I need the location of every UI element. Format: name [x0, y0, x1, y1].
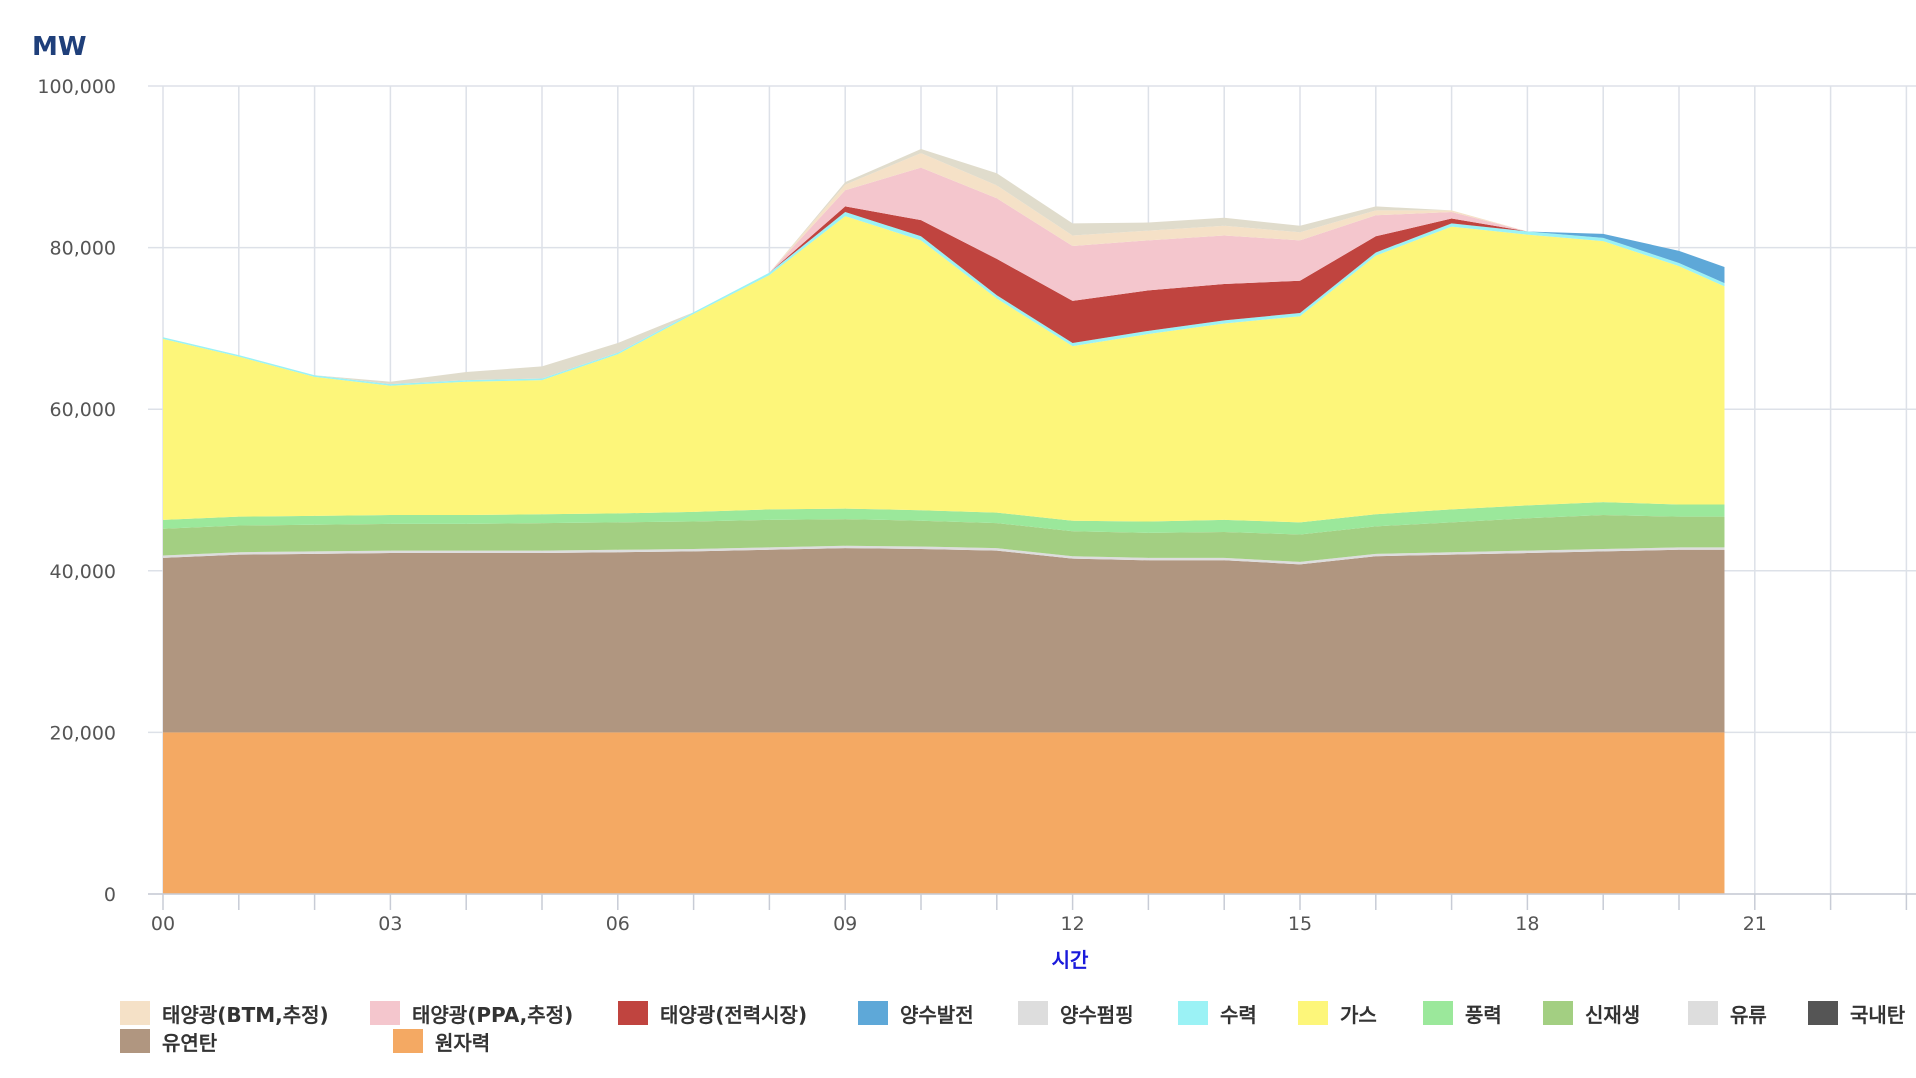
area-series [163, 216, 1725, 523]
legend-label: 유연탄 [162, 1031, 218, 1055]
x-tick-label: 21 [1743, 913, 1767, 935]
legend-swatch [370, 1001, 400, 1025]
legend-swatch [120, 1029, 150, 1053]
legend-label: 풍력 [1465, 1003, 1502, 1027]
legend-swatch [1298, 1001, 1328, 1025]
x-tick-label: 15 [1288, 913, 1312, 935]
area-series [163, 548, 1725, 733]
legend: 태양광(BTM,추정) 태양광(PPA,추정) 태양광(전력시장) 양수발전 양수펌핑 수… [120, 1001, 1906, 1055]
legend-item[interactable]: 가스 [1298, 1001, 1377, 1027]
legend-swatch [120, 1001, 150, 1025]
x-tick-label: 18 [1515, 913, 1539, 935]
legend-item[interactable]: 수력 [1178, 1001, 1257, 1027]
y-tick-label: 0 [104, 884, 116, 906]
y-tick-label: 20,000 [50, 722, 116, 744]
legend-item[interactable]: 양수펌핑 [1018, 1001, 1134, 1027]
legend-item[interactable]: 태양광(전력시장) [618, 1001, 807, 1027]
legend-label: 양수펌핑 [1060, 1003, 1134, 1027]
legend-label: 국내탄 [1850, 1003, 1906, 1027]
legend-swatch [1018, 1001, 1048, 1025]
area-series [163, 502, 1725, 535]
legend-label: 유류 [1730, 1003, 1767, 1027]
y-tick-label: 60,000 [50, 399, 116, 421]
legend-item[interactable]: 풍력 [1423, 1001, 1502, 1027]
area-series [163, 545, 1725, 565]
legend-item[interactable]: 국내탄 [1808, 1001, 1906, 1027]
legend-swatch [858, 1001, 888, 1025]
y-unit-label: MW [32, 32, 87, 62]
legend-item[interactable]: 양수발전 [858, 1001, 974, 1027]
legend-item[interactable]: 유연탄 [120, 1029, 218, 1055]
x-tick-label: 03 [378, 913, 402, 935]
area-series [163, 206, 1725, 385]
area-series [163, 167, 1725, 385]
legend-swatch [393, 1029, 423, 1053]
x-tick-label: 09 [833, 913, 857, 935]
legend-item[interactable]: 태양광(PPA,추정) [370, 1001, 573, 1027]
legend-swatch [618, 1001, 648, 1025]
legend-label: 수력 [1220, 1003, 1257, 1027]
legend-label: 태양광(BTM,추정) [162, 1003, 329, 1027]
legend-swatch [1543, 1001, 1573, 1025]
legend-label: 태양광(전력시장) [660, 1003, 807, 1027]
legend-item[interactable]: 태양광(BTM,추정) [120, 1001, 329, 1027]
legend-swatch [1808, 1001, 1838, 1025]
legend-label: 양수발전 [900, 1003, 974, 1027]
axes: 0 20,000 40,000 60,000 80,000 100,000 00 03 06 09… [37, 76, 1916, 935]
legend-swatch [1423, 1001, 1453, 1025]
legend-label: 신재생 [1585, 1003, 1640, 1027]
legend-label: 태양광(PPA,추정) [412, 1003, 573, 1027]
legend-label: 원자력 [435, 1031, 490, 1055]
legend-swatch [1688, 1001, 1718, 1025]
stacked-areas [163, 149, 1725, 894]
x-tick-label: 00 [151, 913, 175, 935]
legend-swatch [1178, 1001, 1208, 1025]
legend-item[interactable]: 유류 [1688, 1001, 1767, 1027]
x-axis-label: 시간 [1052, 948, 1089, 972]
y-tick-label: 80,000 [50, 238, 116, 260]
area-series [163, 515, 1725, 562]
legend-item[interactable]: 원자력 [393, 1029, 490, 1055]
area-series [163, 732, 1725, 894]
y-tick-label: 40,000 [50, 561, 116, 583]
x-tick-label: 12 [1061, 913, 1085, 935]
legend-label: 가스 [1340, 1003, 1377, 1027]
legend-item[interactable]: 신재생 [1543, 1001, 1640, 1027]
x-tick-label: 06 [606, 913, 630, 935]
y-tick-label: 100,000 [37, 76, 116, 98]
